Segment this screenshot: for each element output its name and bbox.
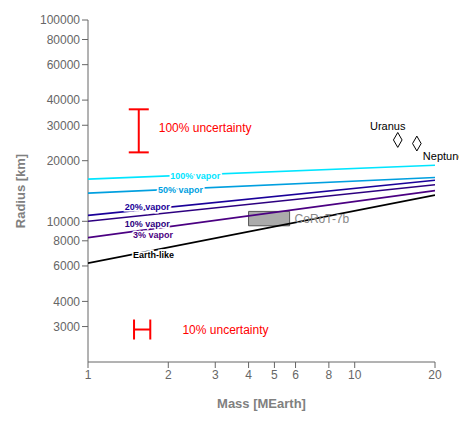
svg-text:100000: 100000 (40, 13, 80, 27)
svg-text:100% vapor: 100% vapor (170, 171, 221, 181)
svg-text:6000: 6000 (53, 259, 80, 273)
svg-text:Neptune: Neptune (423, 150, 459, 162)
svg-text:Radius [km]: Radius [km] (13, 154, 28, 228)
svg-text:10% uncertainty: 10% uncertainty (182, 323, 268, 337)
svg-text:8000: 8000 (53, 234, 80, 248)
svg-text:CoRoT-7b: CoRoT-7b (295, 212, 350, 226)
svg-text:Earth-like: Earth-like (133, 250, 174, 260)
svg-text:10000: 10000 (47, 215, 81, 229)
svg-text:Mass [MEarth]: Mass [MEarth] (217, 396, 306, 411)
svg-text:2: 2 (165, 368, 172, 382)
svg-text:4000: 4000 (53, 295, 80, 309)
svg-text:30000: 30000 (47, 119, 81, 133)
svg-text:3000: 3000 (53, 320, 80, 334)
svg-text:4: 4 (245, 368, 252, 382)
svg-text:10% vapor: 10% vapor (125, 219, 171, 229)
svg-text:20000: 20000 (47, 154, 81, 168)
svg-text:3: 3 (212, 368, 219, 382)
svg-text:8: 8 (326, 368, 333, 382)
svg-text:100% uncertainty: 100% uncertainty (159, 121, 252, 135)
svg-text:60000: 60000 (47, 58, 81, 72)
svg-text:20: 20 (428, 368, 442, 382)
svg-text:3% vapor: 3% vapor (133, 230, 174, 240)
svg-text:5: 5 (271, 368, 278, 382)
svg-text:6: 6 (292, 368, 299, 382)
svg-text:80000: 80000 (47, 33, 81, 47)
svg-text:1: 1 (85, 368, 92, 382)
svg-text:40000: 40000 (47, 93, 81, 107)
svg-text:50% vapor: 50% vapor (158, 185, 204, 195)
svg-text:10: 10 (348, 368, 362, 382)
svg-text:20% vapor: 20% vapor (125, 202, 171, 212)
svg-text:Uranus: Uranus (370, 120, 406, 132)
